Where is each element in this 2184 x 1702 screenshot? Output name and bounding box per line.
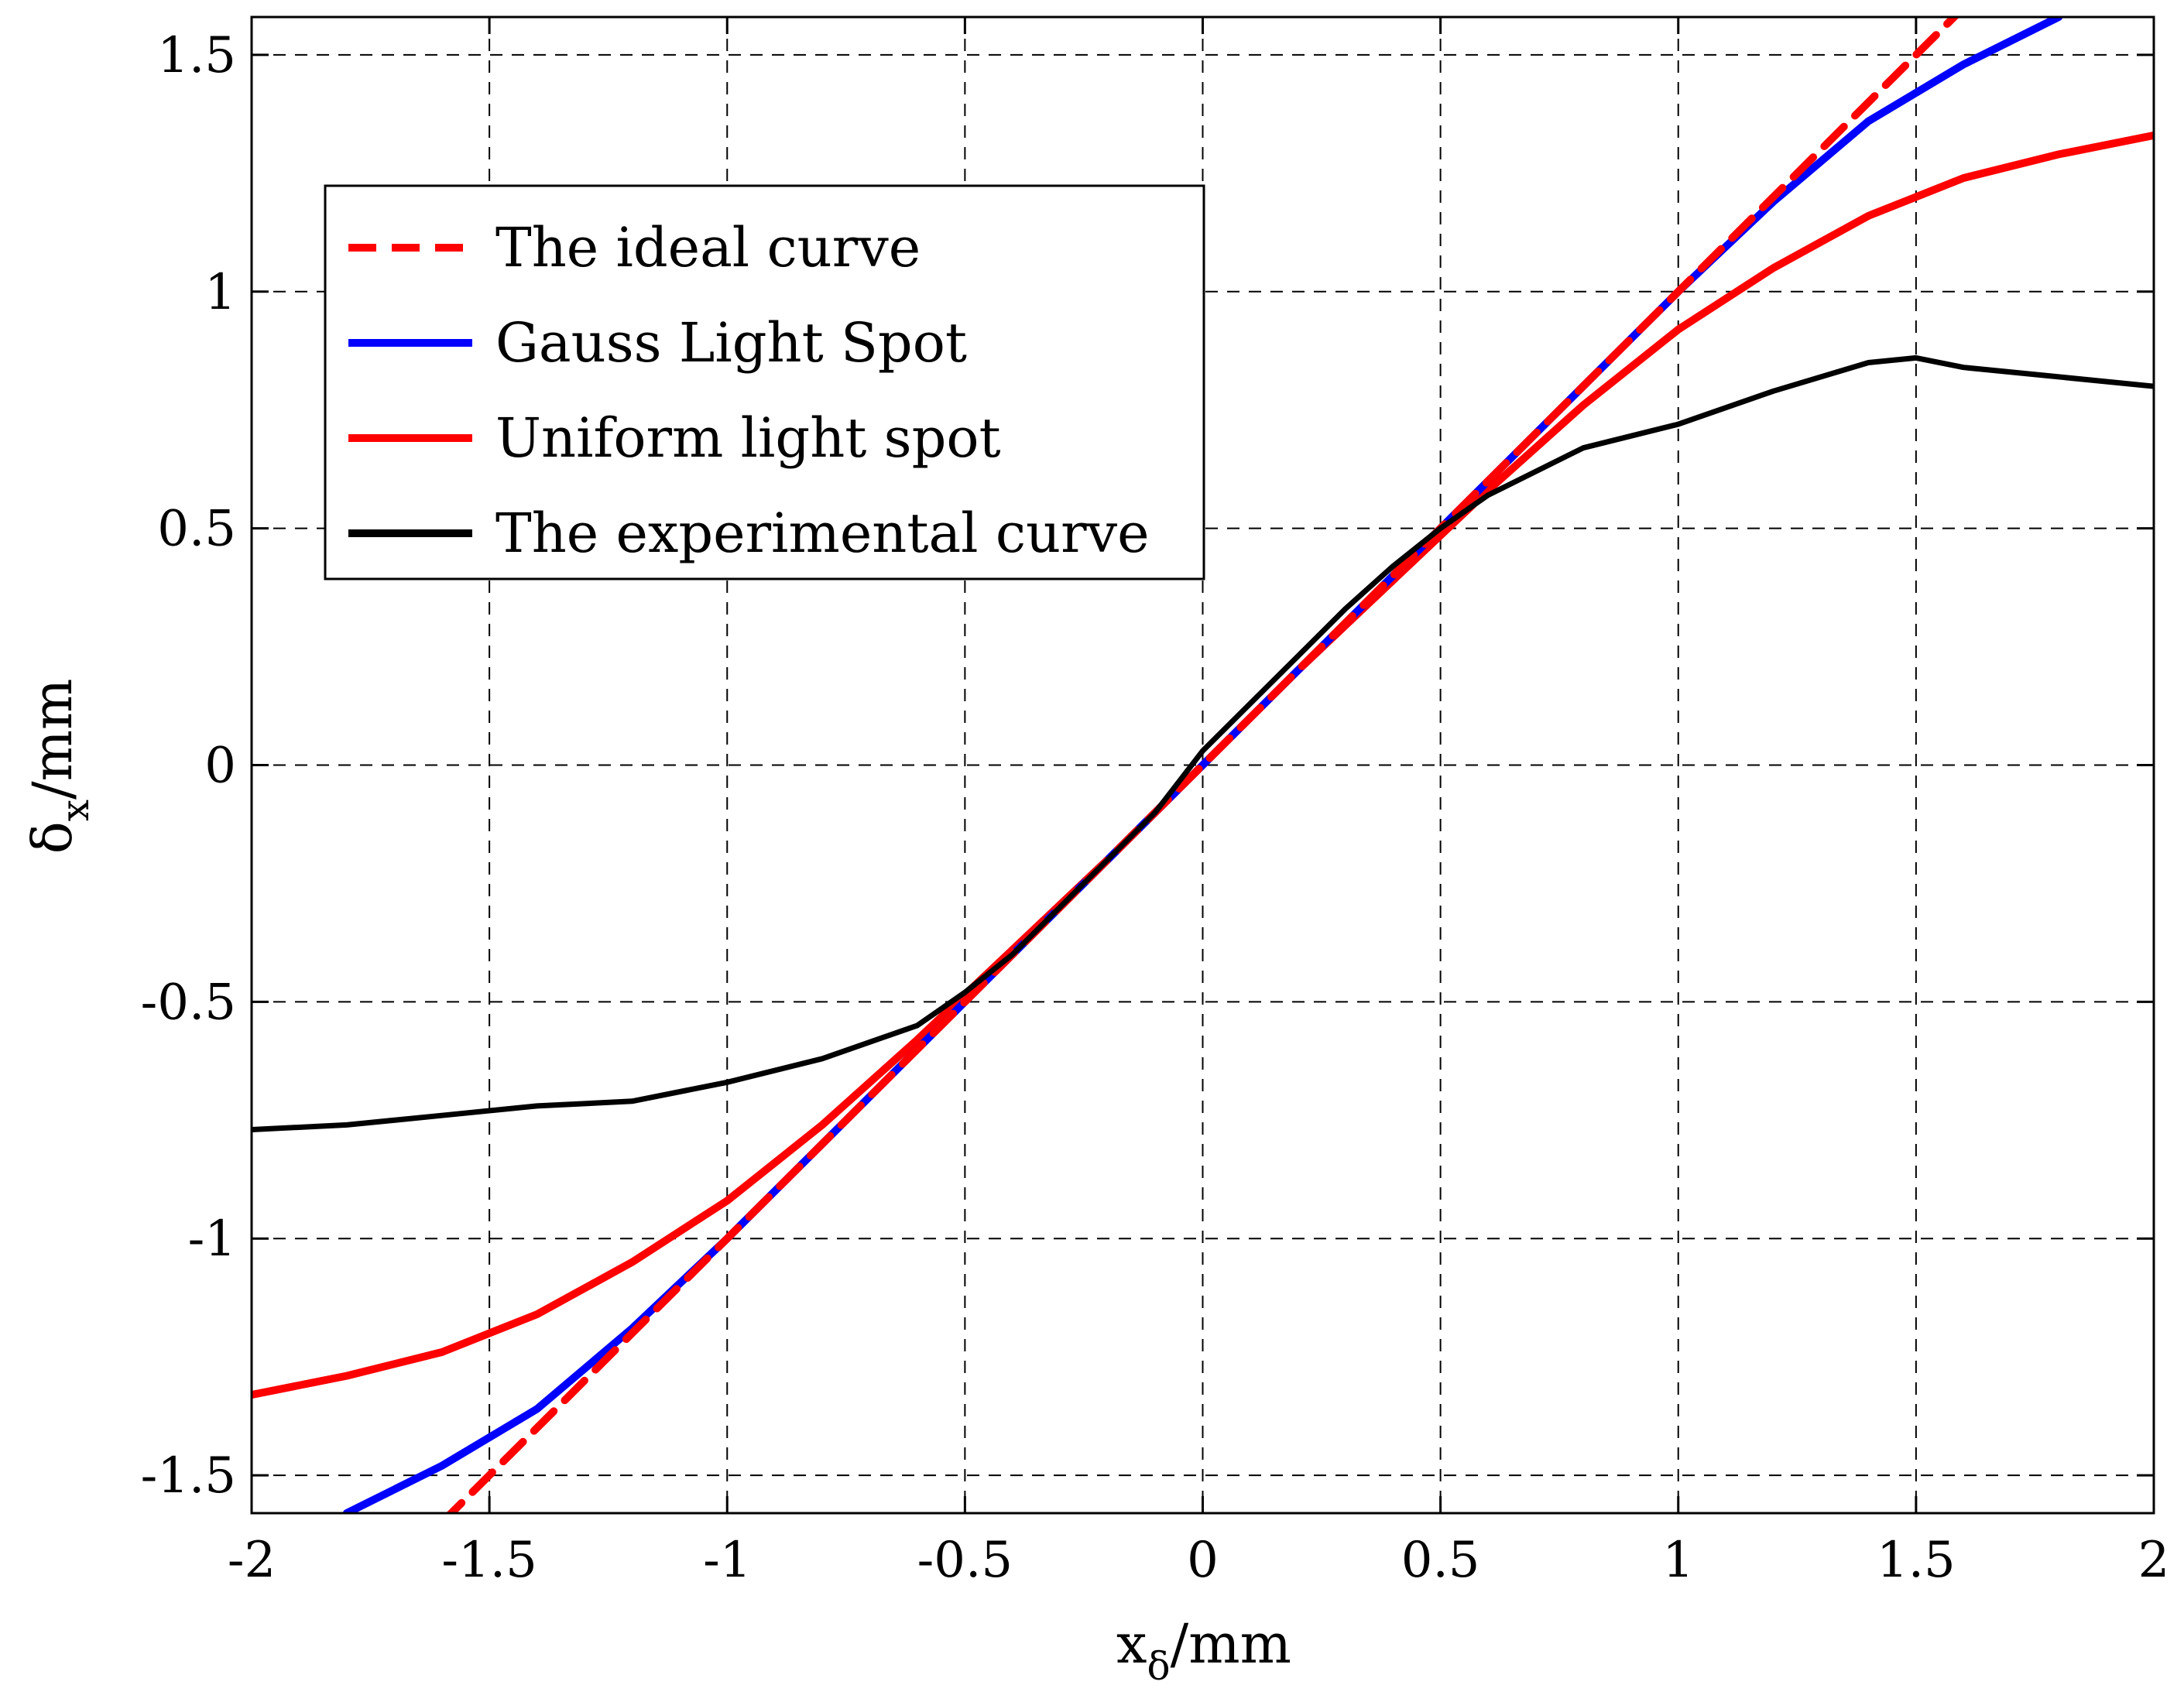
legend-label-1: Gauss Light Spot	[495, 311, 967, 375]
x-tick-label: 1.5	[1877, 1532, 1956, 1589]
x-tick-label: 0.5	[1401, 1532, 1480, 1589]
legend-box	[324, 184, 1205, 580]
series-line-3	[252, 354, 2154, 1132]
x-tick-label: -2	[228, 1532, 276, 1589]
x-tick-label: 2	[2138, 1532, 2170, 1589]
y-tick-label: -1	[188, 1211, 236, 1268]
y-tick-label: 1.5	[157, 27, 236, 84]
y-axis-label-text: δx/mm	[21, 679, 98, 854]
legend: The ideal curve Gauss Light Spot Uniform l…	[324, 184, 1205, 580]
x-tick-label: -0.5	[917, 1532, 1013, 1589]
x-axis-label-text: xδ/mm	[1116, 1612, 1291, 1689]
x-tick-label: 0	[1187, 1532, 1219, 1589]
y-axis-label-sub: x	[53, 800, 98, 821]
y-axis-label-base: δ	[21, 821, 84, 854]
legend-label-0: The ideal curve	[495, 216, 921, 279]
x-tick-label: -1.5	[441, 1532, 537, 1589]
ticks	[250, 17, 2155, 1513]
y-axis-label: δx/mm	[21, 679, 98, 854]
legend-label-2: Uniform light spot	[495, 406, 1001, 470]
x-axis-label-unit: /mm	[1171, 1612, 1291, 1676]
tick-labels: -2 -1.5 -1 -0.5 0 0.5 1 1.5 2 -1.5 -1 -0.5 0 0.5 1 1.5	[141, 27, 2170, 1589]
y-tick-label: 0	[204, 738, 236, 795]
y-tick-label: -1.5	[141, 1447, 236, 1505]
x-axis-label-sub: δ	[1147, 1644, 1171, 1689]
y-tick-label: 0.5	[157, 501, 236, 558]
x-tick-label: -1	[703, 1532, 751, 1589]
series-line-0	[445, 17, 1960, 1513]
x-axis-label-base: x	[1116, 1612, 1147, 1676]
plot-lines	[252, 17, 2154, 1513]
legend-label-3: The experimental curve	[495, 502, 1150, 565]
y-axis-label-unit: /mm	[21, 679, 84, 800]
x-axis-label: xδ/mm	[1116, 1612, 1291, 1689]
y-tick-label: 1	[204, 264, 236, 321]
y-tick-label: -0.5	[141, 974, 236, 1031]
x-tick-label: 1	[1662, 1532, 1694, 1589]
